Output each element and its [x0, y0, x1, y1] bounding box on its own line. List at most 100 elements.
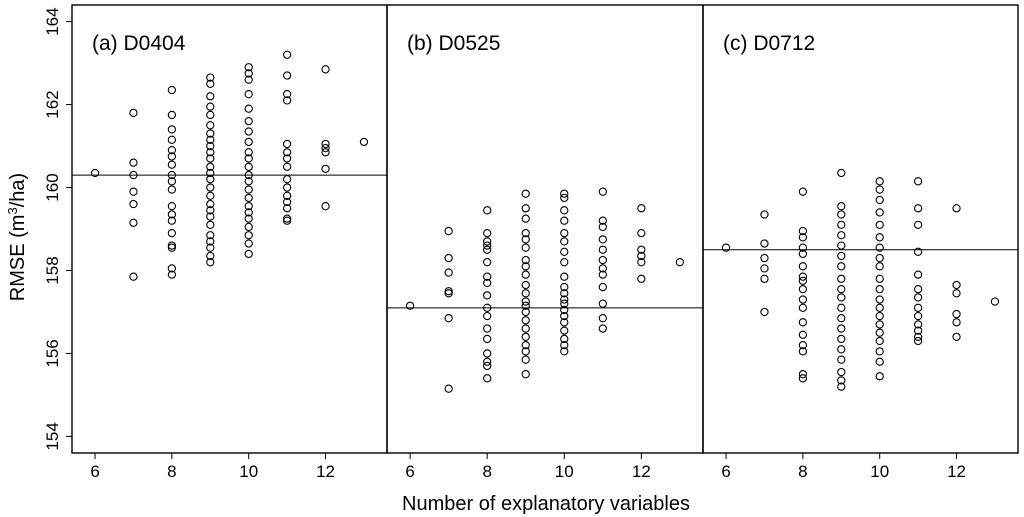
data-point [675, 258, 685, 267]
data-point [798, 318, 808, 327]
data-point [206, 251, 215, 261]
data-point [321, 143, 330, 153]
y-axis: 154 156 158 160 162 164 [43, 7, 72, 451]
data-point [167, 216, 177, 225]
data-point [521, 270, 530, 279]
data-point [167, 264, 177, 273]
data-point [560, 206, 569, 215]
data-point [483, 228, 492, 238]
data-point [405, 301, 415, 310]
data-point [837, 241, 846, 250]
x-tick-label-0: 6 [90, 462, 99, 481]
data-point [167, 185, 177, 194]
data-point [244, 177, 253, 186]
data-point [282, 71, 292, 80]
data-point [721, 243, 731, 252]
data-point [521, 324, 530, 333]
data-point [244, 69, 253, 78]
data-point [637, 251, 646, 261]
y-tick-label-4: 162 [43, 90, 62, 118]
data-point [521, 204, 530, 213]
data-point [875, 372, 884, 381]
data-point [837, 210, 846, 219]
data-point [637, 228, 646, 238]
data-point [167, 135, 177, 144]
data-point [913, 220, 923, 230]
panel-3: (c) D0712 6 8 10 12 [702, 4, 1019, 481]
data-point [913, 303, 923, 312]
data-point [598, 216, 607, 225]
data-point [837, 220, 846, 230]
data-point [913, 326, 923, 335]
data-point [167, 152, 177, 161]
data-point [598, 270, 607, 279]
data-point [798, 374, 808, 383]
data-point [875, 347, 884, 356]
data-point [359, 137, 369, 147]
data-point [206, 148, 215, 157]
y-axis-label-superscript: 3 [5, 207, 20, 214]
data-point [560, 193, 569, 203]
data-point [952, 309, 961, 319]
data-point [560, 340, 569, 350]
data-point [837, 231, 846, 240]
data-point [129, 108, 138, 118]
data-point [598, 282, 607, 292]
data-point [206, 199, 215, 209]
data-point [483, 258, 492, 267]
y-axis-label-tail: /ha) [7, 173, 29, 207]
data-point [282, 90, 292, 99]
data-point [206, 162, 215, 171]
data-point [598, 324, 607, 333]
data-point [913, 247, 923, 256]
data-point [837, 303, 846, 312]
data-point [560, 311, 569, 321]
data-point [798, 187, 808, 196]
data-point [798, 243, 808, 252]
data-point [521, 316, 530, 325]
data-point [875, 233, 884, 242]
data-point [952, 280, 961, 290]
data-point [560, 228, 569, 238]
data-point [521, 289, 530, 298]
data-point [875, 220, 884, 230]
data-point [244, 104, 253, 113]
data-point [913, 204, 923, 213]
x-tick-label-1: 8 [167, 462, 176, 481]
data-point [167, 270, 177, 279]
data-point [483, 349, 492, 358]
panel-title: (a) D0404 [92, 32, 186, 55]
y-tick-label-5: 164 [43, 7, 62, 35]
data-point [637, 258, 646, 267]
data-point [167, 110, 177, 120]
data-point [206, 191, 215, 200]
data-point [952, 318, 961, 327]
data-point [483, 324, 492, 333]
data-point [798, 340, 808, 350]
data-point [837, 376, 846, 385]
data-point [875, 336, 884, 346]
data-point [837, 334, 846, 344]
data-point [598, 255, 607, 265]
data-point [521, 214, 530, 223]
data-point [282, 139, 292, 149]
data-point [129, 272, 138, 281]
data-point [244, 214, 253, 223]
data-point [560, 318, 569, 327]
data-point [837, 314, 846, 323]
data-point [244, 90, 253, 99]
data-point [244, 116, 253, 126]
data-point [167, 146, 177, 155]
data-point [798, 233, 808, 242]
data-point [560, 272, 569, 281]
x-tick-label-3: 12 [947, 462, 966, 481]
data-point [875, 208, 884, 217]
data-point [760, 264, 769, 273]
data-point [875, 295, 884, 304]
data-point [444, 314, 453, 323]
data-point [483, 278, 492, 288]
panel-frame [386, 4, 704, 454]
x-tick-label-3: 12 [316, 462, 335, 481]
data-point [560, 247, 569, 256]
